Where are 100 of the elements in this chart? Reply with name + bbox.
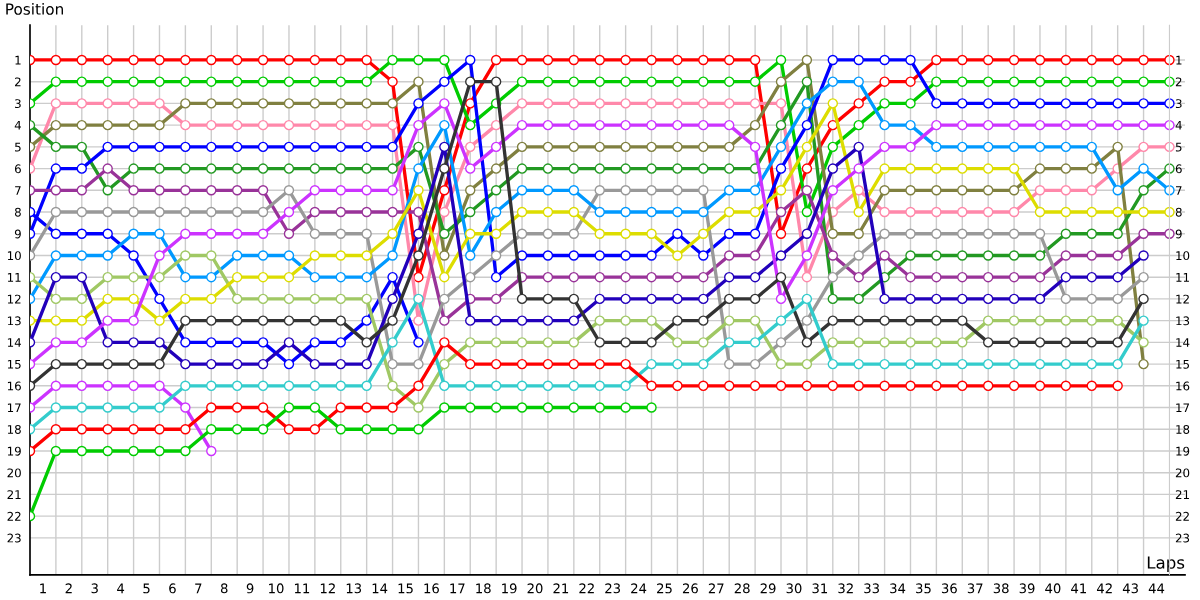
point [1008, 119, 1020, 131]
point [775, 271, 787, 283]
point [1138, 315, 1149, 326]
point [957, 293, 968, 305]
point [905, 206, 916, 218]
point [879, 293, 890, 305]
point [905, 315, 916, 326]
point [905, 185, 916, 196]
point [206, 445, 217, 457]
point [361, 315, 372, 326]
point [76, 206, 88, 218]
x-tick-label: 7 [195, 583, 202, 594]
point [154, 76, 165, 87]
point [231, 358, 243, 370]
point [335, 271, 346, 283]
point [490, 141, 502, 153]
point [1034, 380, 1046, 392]
point [335, 206, 346, 218]
point [516, 380, 528, 392]
point [594, 380, 605, 392]
point [775, 337, 787, 348]
point [1112, 358, 1123, 370]
y2-tick-label: 21 [1175, 490, 1189, 499]
y2-tick-label: 16 [1176, 381, 1190, 391]
point [490, 358, 502, 370]
point [490, 271, 502, 283]
point [1060, 54, 1072, 66]
point [361, 119, 372, 131]
point [439, 293, 450, 305]
point [594, 315, 605, 326]
x-tick-label: 13 [346, 583, 362, 594]
point [620, 358, 631, 370]
point [879, 119, 890, 131]
point [905, 76, 916, 87]
point [568, 380, 580, 392]
point [1112, 250, 1123, 261]
point [672, 54, 683, 66]
point [879, 163, 890, 174]
point [309, 250, 321, 261]
point [206, 315, 217, 326]
point [154, 54, 165, 66]
point [931, 141, 942, 153]
point [516, 119, 528, 131]
point [620, 315, 631, 326]
point [931, 358, 942, 370]
point [465, 119, 476, 131]
point [1008, 228, 1020, 239]
point [76, 98, 88, 109]
point [516, 98, 528, 109]
point [1008, 380, 1020, 392]
point [128, 424, 139, 435]
point [1112, 119, 1123, 131]
point [982, 315, 994, 326]
x-tick-label: 18 [476, 583, 491, 594]
point [180, 163, 191, 174]
point [439, 98, 450, 109]
point [646, 141, 657, 153]
point [1034, 119, 1046, 131]
point [361, 293, 372, 305]
point [516, 141, 528, 153]
point [76, 424, 88, 435]
point [361, 141, 372, 153]
point [827, 271, 839, 283]
y2-tick-label: 18 [1176, 424, 1190, 434]
point [128, 98, 139, 109]
point [309, 76, 321, 87]
point [749, 293, 761, 305]
y2-tick-label: 11 [1176, 273, 1189, 282]
y2-tick-label: 7 [1175, 186, 1182, 195]
point [154, 402, 165, 413]
x-tick-label: 22 [579, 583, 594, 594]
point [361, 358, 372, 370]
point [1086, 293, 1097, 305]
point [698, 76, 709, 87]
point [1138, 76, 1149, 87]
point [231, 141, 243, 153]
point [1112, 54, 1123, 66]
point [102, 250, 113, 261]
point [257, 76, 269, 87]
point [387, 98, 398, 109]
point [672, 228, 683, 239]
point [594, 98, 605, 109]
point [335, 337, 346, 348]
point [646, 228, 657, 239]
x-tick-label: 28 [734, 583, 750, 594]
point [1138, 293, 1149, 305]
point [749, 271, 761, 283]
point [542, 228, 554, 239]
point [749, 76, 761, 87]
point [76, 228, 88, 239]
point [1086, 337, 1097, 348]
point [620, 402, 631, 413]
point [413, 337, 424, 348]
x-tick-label: 21 [553, 583, 569, 594]
point [439, 271, 450, 283]
point [206, 163, 217, 174]
point [413, 424, 424, 435]
point [568, 185, 580, 196]
point [1112, 293, 1123, 305]
point [1060, 315, 1072, 326]
